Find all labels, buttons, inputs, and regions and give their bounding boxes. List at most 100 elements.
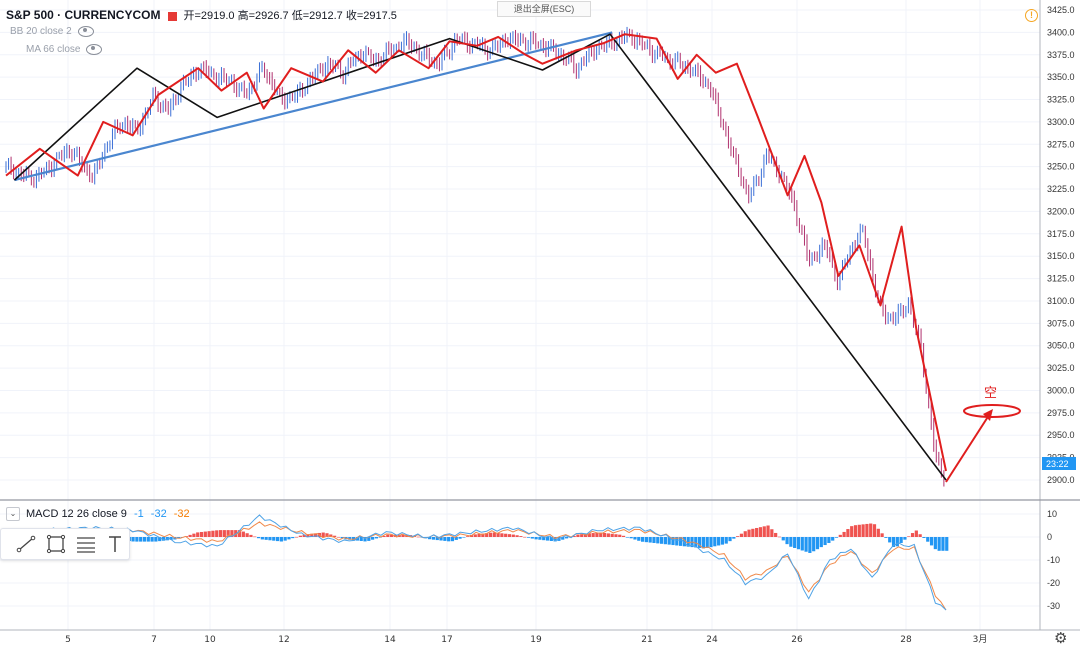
price-tick-label: 3200.0 <box>1047 206 1075 216</box>
macd-bar <box>880 533 884 537</box>
macd-legend[interactable]: ⌄ MACD 12 26 close 9 -1 -32 -32 <box>6 507 190 521</box>
macd-bar <box>260 537 264 540</box>
macd-bar <box>846 529 850 537</box>
price-tick-label: 3275.0 <box>1047 139 1075 149</box>
macd-bar <box>534 537 538 540</box>
gear-icon[interactable]: ⚙ <box>1054 630 1068 647</box>
macd-bar <box>564 537 569 539</box>
macd-bar <box>492 532 496 537</box>
macd-bar <box>621 535 626 537</box>
macd-bar <box>515 535 519 537</box>
macd-bar <box>348 537 352 540</box>
macd-bar <box>618 534 622 537</box>
macd-bar <box>941 537 945 551</box>
eye-icon[interactable] <box>77 25 94 37</box>
macd-bar <box>815 537 820 550</box>
macd-bar <box>477 533 481 537</box>
price-tick-label: 3300.0 <box>1047 117 1075 127</box>
macd-bar <box>386 534 390 537</box>
red-zigzag-segment <box>5 33 947 472</box>
fib-icon[interactable] <box>75 534 97 554</box>
macd-bar <box>926 537 930 542</box>
macd-bar <box>196 532 200 537</box>
macd-bar <box>789 537 793 547</box>
text-icon[interactable] <box>104 534 126 554</box>
macd-bar <box>496 532 500 537</box>
macd-bar <box>633 537 637 540</box>
macd-bar <box>139 537 143 542</box>
macd-bar <box>663 537 667 545</box>
macd-bar <box>899 537 903 543</box>
flag-icon[interactable] <box>168 11 178 21</box>
macd-bar <box>751 528 755 537</box>
macd-bar <box>587 533 591 537</box>
macd-bar <box>161 537 166 541</box>
macd-bar <box>606 533 610 537</box>
rectangle-icon[interactable] <box>45 534 67 554</box>
eye-icon[interactable] <box>86 43 103 55</box>
macd-bar <box>853 525 858 537</box>
macd-bar <box>682 537 686 547</box>
macd-bar <box>237 530 242 537</box>
macd-bar <box>325 533 329 537</box>
black-trend-segment <box>13 33 947 481</box>
macd-bar <box>458 537 462 539</box>
macd-bar <box>428 537 432 540</box>
macd-bar <box>637 537 641 541</box>
price-tick-label: 3225.0 <box>1047 184 1075 194</box>
ma-legend[interactable]: MA 66 close <box>26 43 103 55</box>
macd-bar <box>382 535 386 537</box>
macd-bar <box>340 537 344 539</box>
macd-bar <box>591 533 595 537</box>
macd-bar <box>298 535 302 537</box>
last-price-tag: 23:22 <box>1042 457 1076 470</box>
macd-bar <box>401 534 405 537</box>
trend-line-icon[interactable] <box>15 534 37 554</box>
price-tick-label: 2900.0 <box>1047 475 1075 485</box>
macd-bar <box>158 537 162 542</box>
macd-bar <box>146 537 150 542</box>
price-tick-label: 3400.0 <box>1047 27 1075 37</box>
macd-bar <box>732 537 736 539</box>
macd-bar <box>777 536 782 538</box>
macd-bar <box>709 537 713 548</box>
macd-bar <box>283 537 287 541</box>
macd-tick-label: -30 <box>1047 601 1060 611</box>
price-candles <box>5 26 945 487</box>
macd-bar <box>367 537 371 541</box>
macd-bar <box>207 531 211 537</box>
bb-legend[interactable]: BB 20 close 2 <box>10 25 94 37</box>
chevron-down-icon[interactable]: ⌄ <box>6 507 20 521</box>
macd-bar <box>724 537 728 544</box>
exit-fullscreen-button[interactable]: 退出全屏(ESC) <box>497 1 591 17</box>
annotation-text: 空 <box>984 386 997 401</box>
macd-bar <box>831 537 835 541</box>
macd-bar <box>466 536 470 537</box>
macd-bar <box>447 537 451 542</box>
price-tick-label: 3075.0 <box>1047 318 1075 328</box>
price-tick-label: 3025.0 <box>1047 363 1075 373</box>
time-tick-label: 17 <box>441 635 452 645</box>
macd-bar <box>378 537 382 538</box>
macd-bar <box>610 533 614 537</box>
time-tick-label: 3月 <box>973 634 988 645</box>
macd-bar <box>602 532 607 537</box>
macd-tick-label: 10 <box>1047 509 1057 519</box>
macd-bar <box>774 532 778 537</box>
macd-bar <box>675 537 679 546</box>
macd-bar <box>910 533 915 537</box>
macd-bar <box>275 537 280 542</box>
macd-bar <box>329 534 333 537</box>
alert-icon[interactable]: ! <box>1025 9 1038 22</box>
macd-bar <box>576 534 580 537</box>
black-zigzag-line <box>13 33 947 481</box>
time-axis-labels: 5 7 10 12 14 17 19 21 24 26 28 3月 <box>65 634 987 645</box>
macd-bar <box>812 537 816 552</box>
price-tick-label: 2950.0 <box>1047 430 1075 440</box>
macd-bar <box>888 537 892 543</box>
macd-bar <box>500 533 504 537</box>
ohlc-values: 开=2919.0 高=2926.7 低=2912.7 收=2917.5 <box>183 10 397 22</box>
macd-bar <box>808 537 812 553</box>
macd-bar <box>922 537 926 538</box>
